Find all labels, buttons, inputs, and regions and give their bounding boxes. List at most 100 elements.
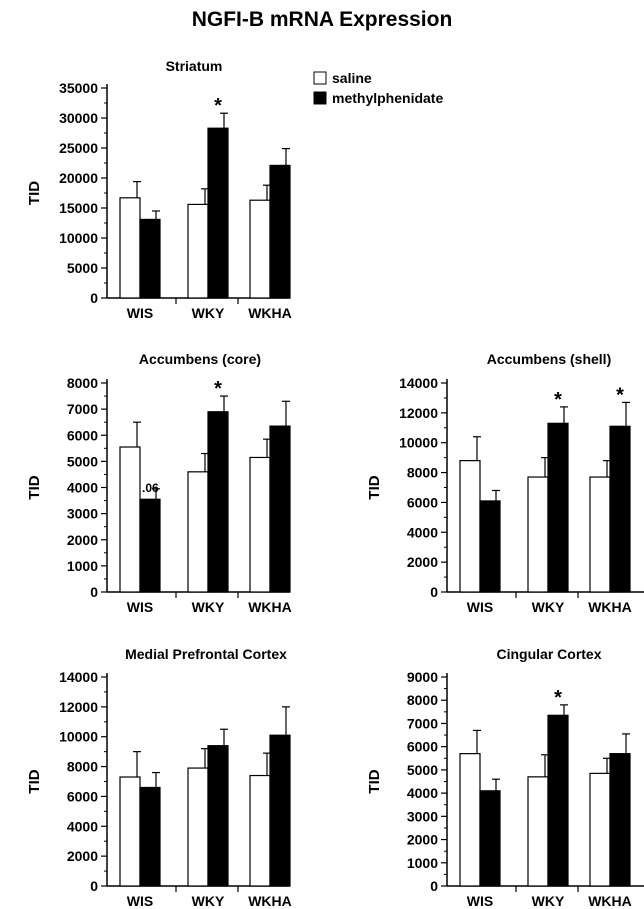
bar-saline-WKY [187, 471, 209, 593]
y-tick-label: 14000 [399, 375, 438, 391]
y-tick-label: 10000 [399, 435, 438, 451]
bar-saline-WIS [459, 460, 481, 593]
y-tick-label: 25000 [59, 140, 98, 156]
y-tick-label: 4000 [407, 524, 438, 540]
y-tick-label: 6000 [407, 739, 438, 755]
bar-saline-WIS [119, 197, 141, 299]
y-tick-label: 20000 [59, 170, 98, 186]
x-tick-label: WKHA [248, 599, 292, 615]
y-tick-label: 8000 [67, 375, 98, 391]
y-tick-label: 7000 [407, 715, 438, 731]
significance-marker: * [554, 389, 562, 411]
x-tick-label: WKHA [248, 305, 292, 321]
y-tick-label: 10000 [59, 729, 98, 745]
y-tick-label: 2000 [67, 532, 98, 548]
legend: saline methylphenidate [313, 70, 443, 106]
y-tick-label: 7000 [67, 401, 98, 417]
chart-4: Cingular Cortex TID 0 1000 2000 3000 4000 5000 6… [366, 646, 644, 909]
bar-saline-WKHA [589, 772, 611, 887]
legend-swatch-methylphenidate [313, 91, 327, 105]
legend-swatch-saline [313, 71, 327, 85]
significance-marker: * [214, 378, 222, 400]
y-tick-label: 4000 [67, 818, 98, 834]
trend-label: .06 [142, 481, 159, 495]
bar-saline-WKY [187, 203, 209, 299]
bar-methylphenidate-WKHA [269, 425, 291, 593]
bar-methylphenidate-WKY [207, 127, 229, 299]
y-tick-label: 0 [430, 878, 438, 894]
x-tick-label: WKY [532, 893, 565, 909]
bar-saline-WKHA [589, 476, 611, 593]
y-tick-label: 12000 [399, 405, 438, 421]
chart-1: Accumbens (core) TID 0 1000 2000 3000 4000 5000… [26, 351, 292, 615]
y-tick-label: 6000 [407, 494, 438, 510]
bar-saline-WIS [119, 446, 141, 593]
y-tick-label: 8000 [407, 465, 438, 481]
chart-0: Striatum TID 0 5000 10000 15000 20000 25000 3000… [26, 58, 292, 321]
y-tick-label: 30000 [59, 110, 98, 126]
bar-methylphenidate-WKY [207, 745, 229, 887]
y-tick-label: 6000 [67, 427, 98, 443]
bar-saline-WIS [119, 776, 141, 887]
bar-methylphenidate-WKHA [269, 164, 291, 299]
bar-methylphenidate-WKY [207, 411, 229, 593]
x-tick-label: WIS [127, 305, 153, 321]
chart-title: Cingular Cortex [496, 646, 601, 662]
bar-saline-WKY [527, 476, 549, 593]
chart-title: Accumbens (shell) [487, 351, 611, 367]
y-tick-label: 35000 [59, 80, 98, 96]
x-tick-label: WKHA [588, 599, 632, 615]
y-tick-label: 14000 [59, 669, 98, 685]
x-tick-label: WKHA [248, 893, 292, 909]
figure-title: NGFI-B mRNA Expression [192, 8, 453, 31]
bar-methylphenidate-WKHA [609, 425, 631, 593]
chart-title: Striatum [166, 58, 223, 74]
significance-marker: * [554, 687, 562, 709]
chart-3: Medial Prefrontal Cortex TID 0 2000 4000 6000… [26, 646, 292, 909]
y-tick-label: 5000 [67, 453, 98, 469]
bar-methylphenidate-WIS [139, 218, 161, 299]
y-tick-label: 10000 [59, 230, 98, 246]
bar-methylphenidate-WKY [547, 422, 569, 593]
y-axis-label: TID [26, 769, 43, 793]
chart-title: Medial Prefrontal Cortex [125, 646, 287, 662]
x-tick-label: WKY [192, 305, 225, 321]
y-tick-label: 8000 [67, 759, 98, 775]
y-tick-label: 15000 [59, 200, 98, 216]
y-tick-label: 0 [90, 878, 98, 894]
legend-label-saline: saline [332, 70, 372, 86]
x-tick-label: WKHA [588, 893, 632, 909]
significance-marker: * [616, 384, 624, 406]
y-tick-label: 0 [90, 584, 98, 600]
bar-methylphenidate-WKHA [269, 734, 291, 887]
y-tick-label: 2000 [67, 848, 98, 864]
bar-methylphenidate-WIS [479, 790, 501, 887]
x-tick-label: WIS [127, 599, 153, 615]
y-tick-label: 3000 [67, 506, 98, 522]
bar-saline-WKY [187, 767, 209, 887]
x-tick-label: WKY [192, 893, 225, 909]
y-axis-label: TID [26, 475, 43, 499]
bar-methylphenidate-WKHA [609, 753, 631, 887]
bar-saline-WKY [527, 776, 549, 887]
bar-saline-WKHA [249, 199, 271, 299]
x-tick-label: WKY [532, 599, 565, 615]
bar-methylphenidate-WKY [547, 714, 569, 887]
y-tick-label: 4000 [67, 480, 98, 496]
charts: StriatumTID05000100001500020000250003000… [26, 58, 644, 909]
bar-saline-WKHA [249, 456, 271, 593]
y-tick-label: 5000 [407, 762, 438, 778]
bar-saline-WIS [459, 753, 481, 887]
y-tick-label: 8000 [407, 692, 438, 708]
y-tick-label: 9000 [407, 669, 438, 685]
y-tick-label: 2000 [407, 554, 438, 570]
y-tick-label: 6000 [67, 788, 98, 804]
y-tick-label: 0 [430, 584, 438, 600]
y-axis-label: TID [366, 769, 383, 793]
bar-methylphenidate-WIS [479, 500, 501, 593]
y-tick-label: 12000 [59, 699, 98, 715]
bar-saline-WKHA [249, 774, 271, 887]
x-tick-label: WIS [467, 599, 493, 615]
y-tick-label: 1000 [67, 558, 98, 574]
